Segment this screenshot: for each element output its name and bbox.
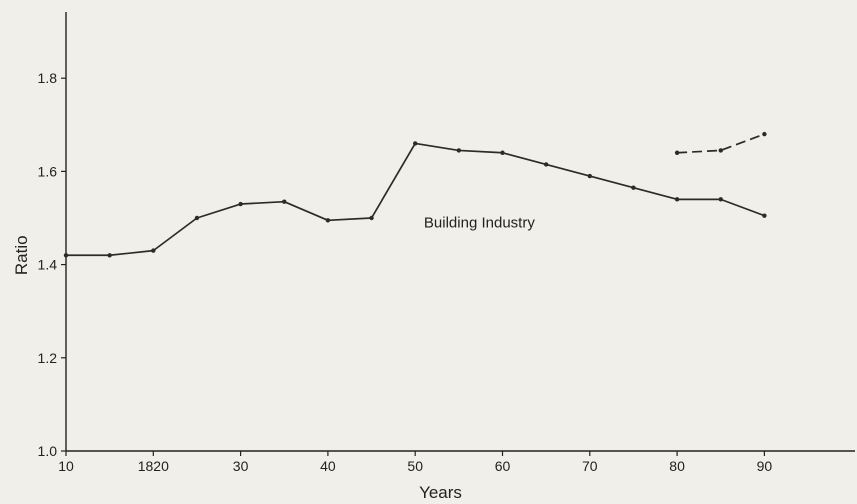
y-tick-label: 1.6 <box>38 163 58 179</box>
data-point <box>587 173 592 179</box>
x-tick-label: 90 <box>757 458 773 474</box>
data-point <box>543 162 549 167</box>
x-axis-title: Years <box>419 483 462 502</box>
data-point <box>238 201 243 207</box>
x-tick-label: 50 <box>407 458 423 474</box>
annotation-label: Building Industry <box>424 215 535 232</box>
data-point <box>631 185 636 190</box>
x-tick-label: 30 <box>233 458 249 474</box>
data-point <box>718 197 723 202</box>
data-point <box>500 150 505 155</box>
y-tick-label: 1.0 <box>38 443 58 459</box>
data-point <box>369 215 374 221</box>
data-point <box>762 131 767 137</box>
data-point <box>413 141 418 146</box>
data-point <box>718 148 723 153</box>
x-tick-label: 10 <box>58 458 74 474</box>
x-tick-label: 1820 <box>138 458 169 474</box>
data-point <box>762 213 767 218</box>
data-point <box>107 253 112 258</box>
data-point <box>151 248 156 253</box>
ticks: 10 1820 30 40 50 60 70 80 90 1.0 1.2 1.4 1.6 1.8 <box>38 70 773 474</box>
data-point <box>63 253 69 258</box>
x-tick-label: 70 <box>582 458 598 474</box>
series-layer <box>63 131 767 258</box>
data-point <box>674 150 680 155</box>
data-point <box>456 148 462 153</box>
y-tick-label: 1.4 <box>38 257 58 273</box>
x-tick-label: 60 <box>495 458 511 474</box>
x-tick-label: 80 <box>669 458 685 474</box>
data-point <box>674 197 680 202</box>
y-tick-label: 1.8 <box>38 70 58 86</box>
x-tick-label: 40 <box>320 458 336 474</box>
y-axis-title: Ratio <box>12 235 31 275</box>
data-point <box>325 218 331 223</box>
data-point <box>282 199 287 204</box>
annotation-layer: Building Industry <box>424 215 535 232</box>
series-line <box>66 142 765 257</box>
axes <box>65 12 855 452</box>
y-tick-label: 1.2 <box>38 350 58 366</box>
data-point <box>194 215 200 221</box>
